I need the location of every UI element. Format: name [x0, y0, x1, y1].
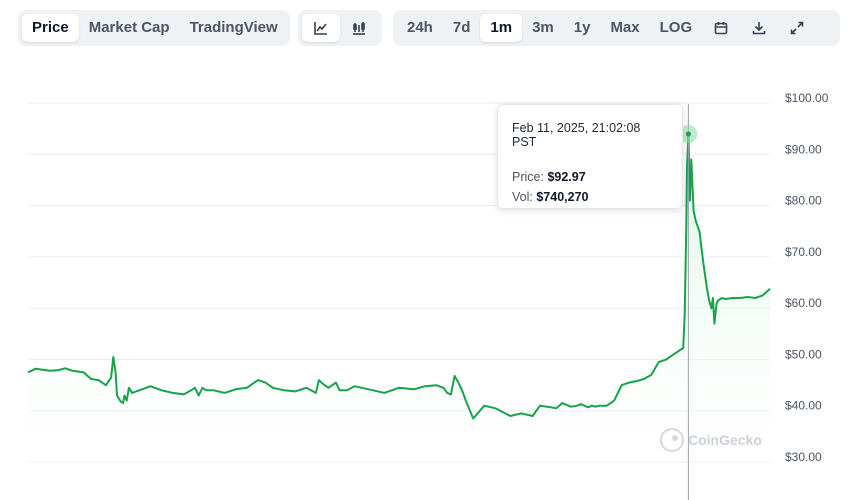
tooltip-price-row: Price: $92.97	[512, 167, 668, 187]
hover-point	[685, 131, 691, 137]
tooltip-vol-label: Vol:	[512, 190, 533, 204]
candlestick-chart-button[interactable]	[340, 14, 378, 42]
tooltip-vol-row: Vol: $740,270	[512, 187, 668, 207]
range-3m[interactable]: 3m	[532, 19, 554, 36]
range-log[interactable]: LOG	[659, 19, 693, 36]
coingecko-watermark: CoinGecko	[660, 428, 762, 452]
y-tick-label: $100.00	[785, 91, 829, 105]
tooltip-vol-value: $740,270	[536, 190, 589, 204]
price-line	[27, 133, 771, 420]
chart-type-group	[298, 10, 382, 46]
y-tick-label: $90.00	[785, 142, 822, 156]
price-tooltip: Feb 11, 2025, 21:02:08 PST Price: $92.97…	[497, 104, 683, 209]
download-button[interactable]	[740, 14, 778, 42]
y-tick-label: $50.00	[785, 347, 822, 361]
range-1y[interactable]: 1y	[573, 19, 591, 36]
line-chart-icon	[313, 20, 329, 36]
range-max[interactable]: Max	[610, 19, 640, 36]
y-axis: $30.00 $40.00 $50.00 $60.00 $70.00 $80.00 $90.…	[785, 91, 829, 464]
calendar-icon	[713, 20, 729, 36]
tooltip-date: Feb 11, 2025, 21:02:08 PST	[512, 121, 641, 149]
candlestick-chart-icon	[351, 20, 367, 36]
y-tick-label: $60.00	[785, 296, 822, 310]
y-tick-label: $80.00	[785, 194, 822, 208]
range-24h[interactable]: 24h	[407, 19, 433, 36]
y-tick-label: $70.00	[785, 245, 822, 259]
tab-tradingview[interactable]: TradingView	[189, 19, 278, 36]
tooltip-price-label: Price:	[512, 170, 544, 184]
download-icon	[751, 20, 767, 36]
y-tick-label: $30.00	[785, 450, 822, 464]
metric-tab-group: Price Market Cap TradingView	[18, 10, 290, 46]
range-1m[interactable]: 1m	[480, 14, 523, 42]
line-chart-button[interactable]	[302, 14, 340, 42]
range-7d[interactable]: 7d	[452, 19, 471, 36]
price-area-fill	[28, 134, 770, 470]
coingecko-logo-icon	[660, 428, 684, 452]
tab-market-cap[interactable]: Market Cap	[88, 19, 170, 36]
y-tick-label: $40.00	[785, 399, 822, 413]
expand-icon	[789, 20, 805, 36]
watermark-text: CoinGecko	[688, 432, 762, 448]
calendar-button[interactable]	[702, 14, 740, 42]
expand-button[interactable]	[778, 14, 816, 42]
tab-price[interactable]: Price	[22, 14, 79, 42]
tooltip-price-value: $92.97	[547, 170, 586, 184]
range-tab-group: 24h 7d 1m 3m 1y Max LOG	[393, 10, 840, 46]
